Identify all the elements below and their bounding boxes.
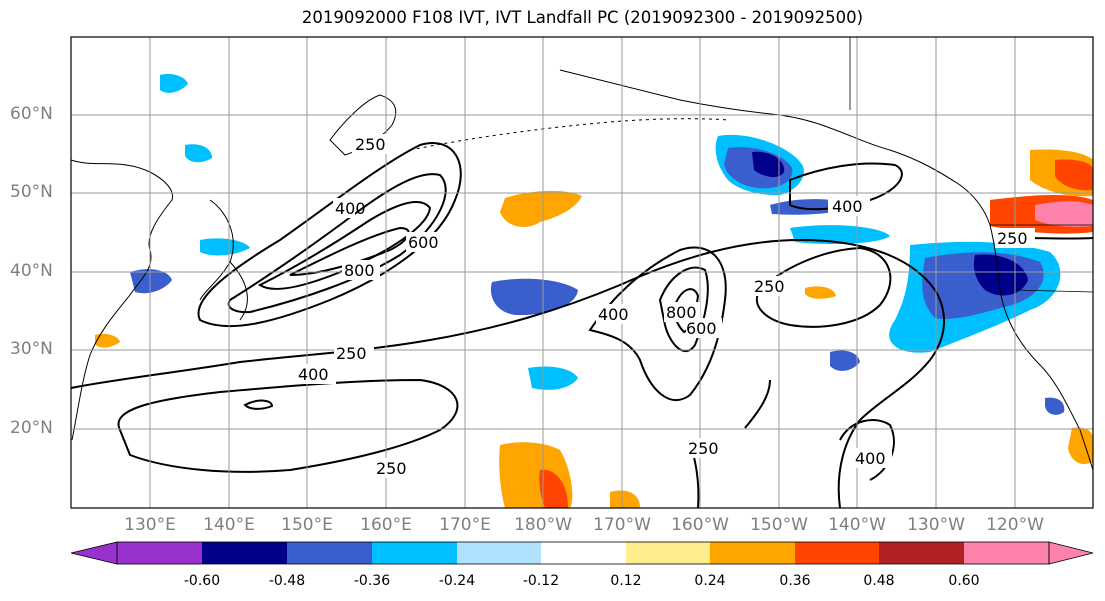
lon-label-130w: 130°W — [907, 515, 965, 535]
lat-label-40n: 40°N — [10, 261, 53, 281]
colorbar-bin — [795, 542, 879, 564]
colorbar-bin — [457, 542, 541, 564]
contour-label-250: 250 — [754, 277, 785, 296]
contour-label-600: 600 — [408, 233, 439, 252]
lon-label-170w: 170°W — [593, 515, 651, 535]
lon-label-120w: 120°W — [986, 515, 1044, 535]
colorbar-tick-label: 0.36 — [779, 573, 811, 589]
lon-label-140e: 140°E — [203, 515, 255, 535]
pc-shading — [95, 74, 1093, 508]
colorbar-extend-low — [70, 541, 118, 565]
colorbar-tick-label: 0.48 — [863, 573, 895, 589]
contour-label-250: 250 — [355, 135, 386, 154]
lat-label-30n: 30°N — [10, 339, 53, 359]
colorbar-bin — [202, 542, 287, 564]
graticule — [71, 37, 1093, 508]
colorbar-tick-label: -0.36 — [353, 573, 391, 589]
lat-label-60n: 60°N — [10, 104, 53, 124]
lon-label-150w: 150°W — [750, 515, 808, 535]
colorbar-bin — [964, 542, 1049, 564]
map-frame — [70, 36, 1094, 509]
lon-label-170e: 170°E — [439, 515, 491, 535]
colorbar-extend-high — [1048, 541, 1094, 565]
lon-label-160e: 160°E — [360, 515, 412, 535]
colorbar-tick-label: -0.48 — [268, 573, 306, 589]
colorbar-bin — [117, 542, 202, 564]
colorbar-bin — [372, 542, 457, 564]
contour-label-800: 800 — [344, 261, 375, 280]
contour-label-250: 250 — [376, 459, 407, 478]
colorbar-tick-label: 0.12 — [610, 573, 642, 589]
lat-label-50n: 50°N — [10, 182, 53, 202]
contour-label-600: 600 — [686, 319, 717, 338]
lat-label-20n: 20°N — [10, 418, 53, 438]
colorbar-bin — [541, 542, 626, 564]
colorbar-tick-label: 0.24 — [694, 573, 726, 589]
lon-label-130e: 130°E — [124, 515, 176, 535]
lon-label-150e: 150°E — [281, 515, 333, 535]
colorbar — [70, 541, 1094, 565]
colorbar-bin — [879, 542, 964, 564]
colorbar-bin — [626, 542, 710, 564]
contour-labels: 250 400 600 800 250 400 250 400 800 600 … — [296, 134, 1035, 478]
contour-label-400: 400 — [335, 199, 366, 218]
map-title: 2019092000 F108 IVT, IVT Landfall PC (20… — [301, 8, 864, 27]
contour-label-250: 250 — [336, 344, 367, 363]
colorbar-bin — [287, 542, 372, 564]
lon-label-160w: 160°W — [671, 515, 729, 535]
contour-label-250: 250 — [688, 439, 719, 458]
lon-label-140w: 140°W — [828, 515, 886, 535]
contour-label-400: 400 — [855, 449, 886, 468]
colorbar-bin — [710, 542, 795, 564]
colorbar-tick-label: -0.60 — [183, 573, 221, 589]
contour-label-250: 250 — [997, 229, 1028, 248]
contour-label-400: 400 — [298, 365, 329, 384]
colorbar-tick-label: -0.24 — [438, 573, 476, 589]
lon-label-180w: 180°W — [514, 515, 572, 535]
contour-label-800: 800 — [666, 303, 697, 322]
contour-label-400: 400 — [832, 197, 863, 216]
colorbar-tick-label: 0.60 — [948, 573, 980, 589]
contour-label-400: 400 — [598, 305, 629, 324]
colorbar-tick-label: -0.12 — [522, 573, 560, 589]
colorbar-outline — [116, 541, 1050, 565]
ivt-contours — [70, 142, 1094, 509]
